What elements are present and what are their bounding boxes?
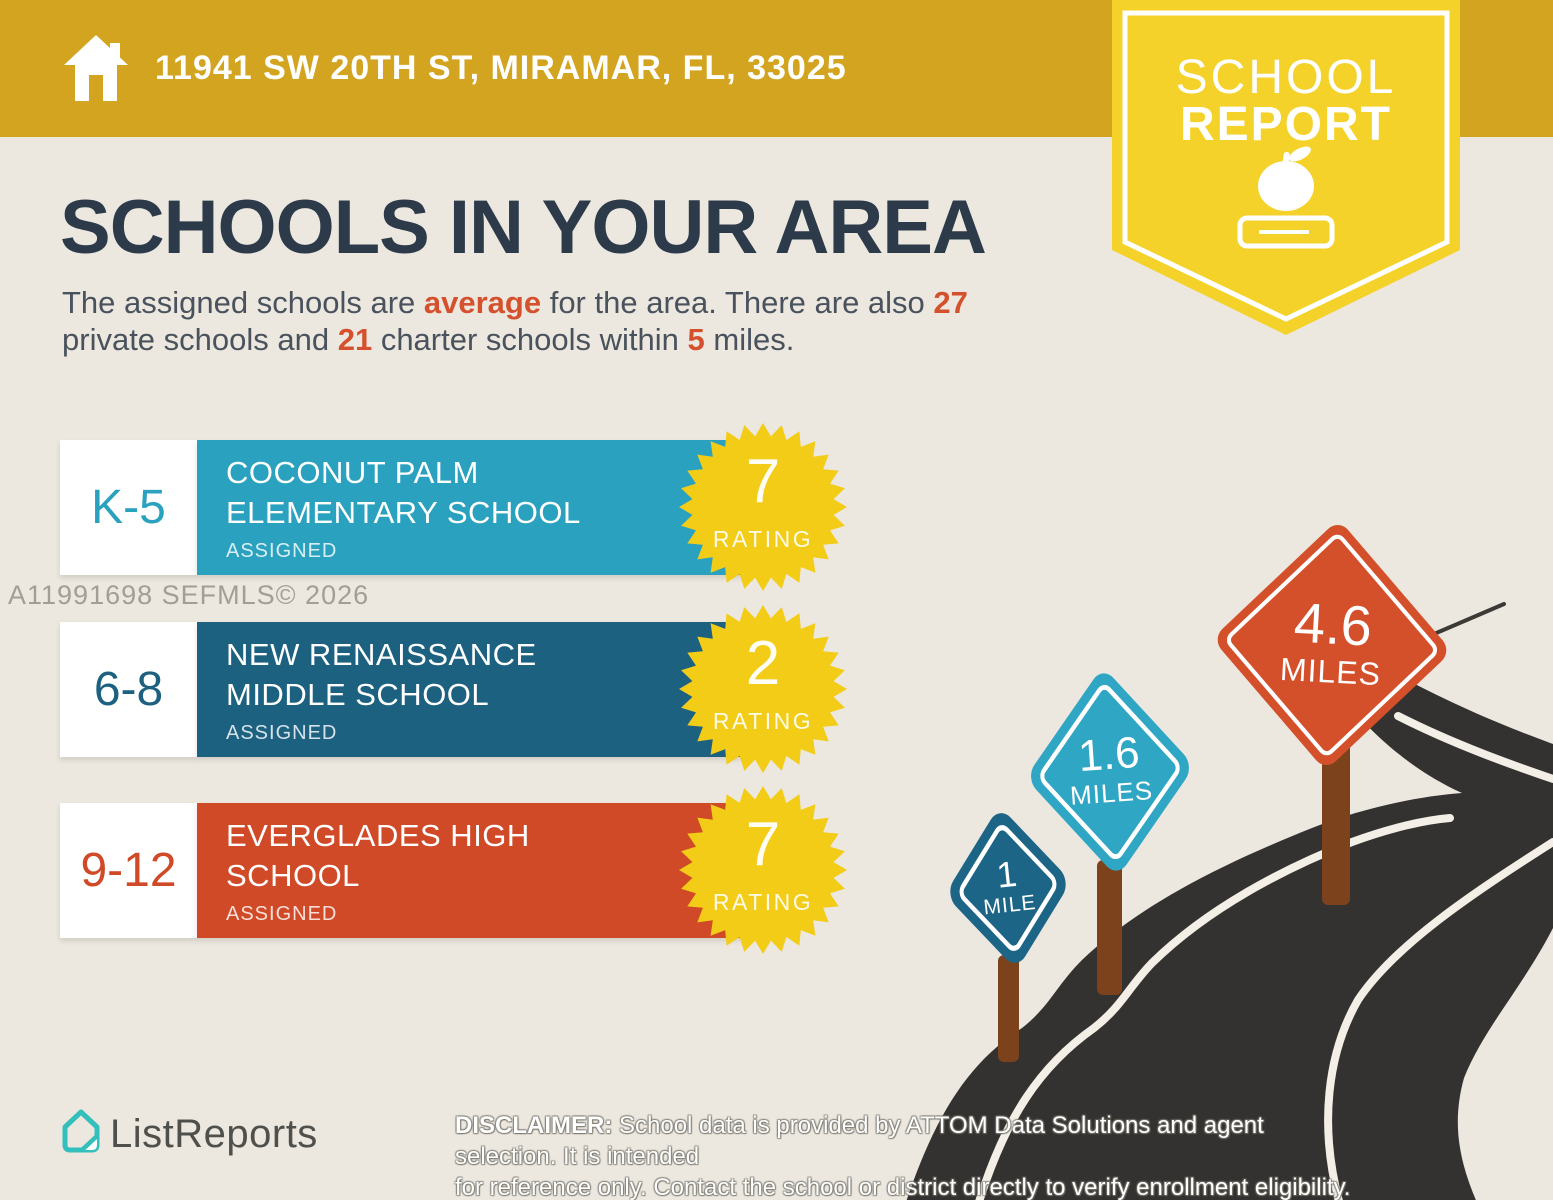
rating-value: 2 — [745, 629, 781, 698]
subtitle-highlight-radius: 5 — [687, 322, 705, 357]
distance-unit: MILES — [1279, 650, 1382, 693]
rating-starburst: 2 RATING — [678, 604, 848, 774]
subtitle-text: for the area. There are also — [541, 285, 934, 320]
subtitle-text: The assigned schools are — [62, 285, 424, 320]
school-name-line1: COCONUT PALM — [226, 454, 479, 490]
subtitle-text: charter schools within — [372, 322, 688, 357]
starburst-icon — [679, 786, 847, 954]
distance-value: 4.6 — [1292, 590, 1374, 658]
sign-post — [998, 955, 1019, 1062]
mls-watermark: A11991698 SEFMLS© 2026 — [8, 580, 370, 610]
school-name-line1: EVERGLADES HIGH — [226, 817, 530, 853]
rating-value: 7 — [745, 810, 781, 879]
subtitle: The assigned schools are average for the… — [62, 284, 1142, 358]
road-edge-line-right — [1324, 838, 1553, 1200]
page-title: SCHOOLS IN YOUR AREA — [60, 185, 987, 270]
subtitle-text: miles. — [704, 322, 795, 357]
header-bar: 11941 SW 20TH ST, MIRAMAR, FL, 33025 — [0, 0, 1553, 137]
listreports-logo-icon — [62, 1109, 100, 1153]
listreports-brand: ListReports — [58, 1106, 317, 1161]
rating-label: RATING — [712, 889, 814, 915]
subtitle-highlight-charter-count: 21 — [337, 322, 373, 357]
home-icon — [64, 35, 128, 101]
distance-unit: MILES — [1069, 775, 1155, 811]
ribbon-shape — [1112, 0, 1460, 335]
starburst-icon — [679, 605, 847, 773]
school-row-middle: 6-8 NEW RENAISSANCE MIDDLE SCHOOL ASSIGN… — [60, 605, 880, 773]
apple-on-book-icon — [1237, 146, 1335, 249]
distance-value: 1.6 — [1076, 727, 1142, 782]
road-edge-line-upper — [1394, 712, 1553, 783]
school-row-elementary: K-5 COCONUT PALM ELEMENTARY SCHOOL ASSIG… — [60, 423, 880, 591]
brand-name: ListReports — [110, 1112, 318, 1156]
rating-starburst: 7 RATING — [678, 785, 848, 955]
ribbon-title-line1: SCHOOL — [1175, 51, 1397, 104]
school-status: ASSIGNED — [226, 721, 338, 744]
subtitle-highlight-average: average — [423, 285, 542, 320]
rating-value: 7 — [745, 447, 781, 516]
disclaimer-text-line2: for reference only. Contact the school o… — [455, 1174, 1351, 1200]
school-bar: NEW RENAISSANCE MIDDLE SCHOOL ASSIGNED — [197, 622, 743, 757]
distance-value: 1 — [994, 852, 1019, 896]
grade-range-badge: K-5 — [60, 440, 197, 575]
school-status: ASSIGNED — [226, 539, 338, 562]
distance-sign-label: 1.6 MILES — [1066, 727, 1155, 812]
grade-range-badge: 6-8 — [60, 622, 197, 757]
sign-post — [1097, 860, 1122, 995]
rating-label: RATING — [712, 526, 814, 552]
road-edge-line-left — [975, 814, 1454, 1200]
rating-starburst: 7 RATING — [678, 422, 848, 592]
rating-label: RATING — [712, 708, 814, 734]
school-row-high: 9-12 EVERGLADES HIGH SCHOOL ASSIGNED 7 R… — [60, 786, 880, 954]
school-status: ASSIGNED — [226, 902, 338, 925]
school-bar: COCONUT PALM ELEMENTARY SCHOOL ASSIGNED — [197, 440, 743, 575]
school-bar: EVERGLADES HIGH SCHOOL ASSIGNED — [197, 803, 743, 938]
school-name-line2: ELEMENTARY SCHOOL — [226, 494, 581, 530]
disclaimer: DISCLAIMER: School data is provided by A… — [455, 1110, 1355, 1200]
sign-post — [1322, 740, 1350, 905]
disclaimer-text-line1: School data is provided by ATTOM Data So… — [455, 1112, 1264, 1170]
distance-sign-label: 4.6 MILES — [1279, 590, 1385, 693]
starburst-icon — [679, 423, 847, 591]
school-name-line2: SCHOOL — [226, 857, 360, 893]
property-address: 11941 SW 20TH ST, MIRAMAR, FL, 33025 — [155, 49, 847, 87]
school-report-ribbon: SCHOOL REPORT — [1112, 0, 1460, 345]
school-name-line2: MIDDLE SCHOOL — [226, 676, 490, 712]
subtitle-highlight-private-count: 27 — [933, 285, 968, 320]
grade-range-badge: 9-12 — [60, 803, 197, 938]
road-surface — [906, 642, 1553, 1200]
ribbon-title-line2: REPORT — [1179, 98, 1392, 151]
distance-sign-label: 1 MILE — [978, 853, 1037, 920]
school-name-line1: NEW RENAISSANCE — [226, 636, 537, 672]
subtitle-text: private schools and — [62, 322, 338, 357]
disclaimer-label: DISCLAIMER: — [455, 1112, 613, 1139]
